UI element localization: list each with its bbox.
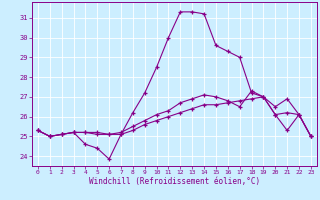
X-axis label: Windchill (Refroidissement éolien,°C): Windchill (Refroidissement éolien,°C) [89,177,260,186]
